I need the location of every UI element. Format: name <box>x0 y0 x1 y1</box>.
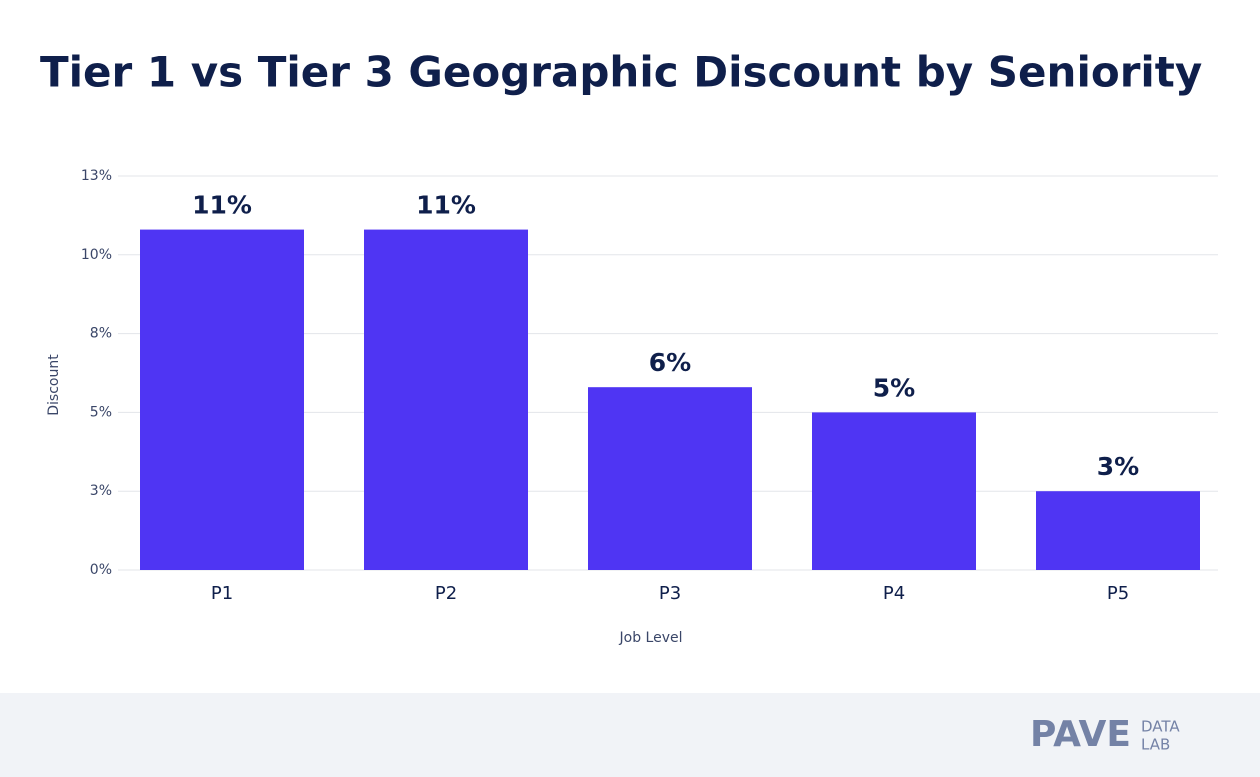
data-label: 11% <box>416 191 476 220</box>
y-tick-label: 10% <box>81 247 112 263</box>
data-label: 6% <box>649 348 691 377</box>
y-tick-label: 3% <box>90 483 112 499</box>
x-tick-label: P4 <box>883 583 905 604</box>
y-tick-label: 8% <box>90 326 112 342</box>
bar <box>140 229 304 571</box>
y-tick-label: 5% <box>90 404 112 420</box>
x-tick-label: P1 <box>211 583 233 604</box>
y-axis-label: Discount <box>46 354 62 416</box>
bar <box>588 387 752 570</box>
y-tick-label: 0% <box>90 562 112 578</box>
data-label: 5% <box>873 373 915 402</box>
bar <box>364 229 528 571</box>
x-tick-label: P5 <box>1107 583 1129 604</box>
brand-logo: PAVE <box>1030 714 1131 755</box>
bar <box>812 412 976 570</box>
x-tick-label: P3 <box>659 583 681 604</box>
brand-sub: DATA <box>1141 718 1180 736</box>
bar <box>1036 491 1200 570</box>
data-label: 3% <box>1097 452 1139 481</box>
x-tick-label: P2 <box>435 583 457 604</box>
y-tick-label: 13% <box>81 168 112 184</box>
x-axis-label: Job Level <box>619 630 683 646</box>
footer <box>0 693 1260 777</box>
brand-sub: LAB <box>1141 736 1170 754</box>
chart-title: Tier 1 vs Tier 3 Geographic Discount by … <box>40 48 1202 97</box>
data-label: 11% <box>192 191 252 220</box>
